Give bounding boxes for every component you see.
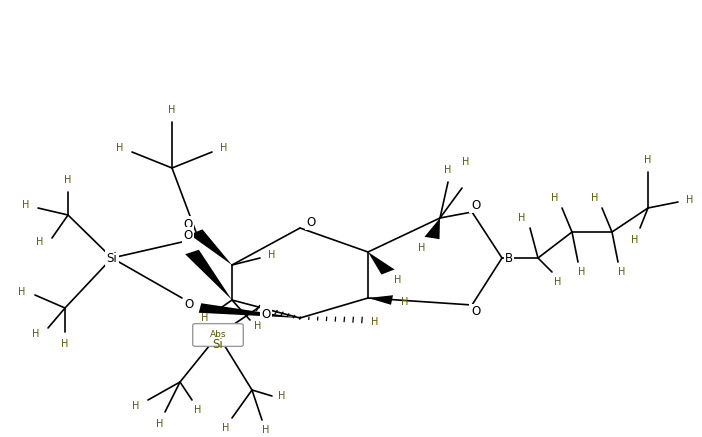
Text: H: H <box>117 143 124 153</box>
Text: O: O <box>185 298 194 312</box>
Text: H: H <box>168 105 176 115</box>
Text: H: H <box>223 423 230 433</box>
Text: O: O <box>183 218 192 231</box>
Polygon shape <box>199 303 300 318</box>
Text: O: O <box>307 216 316 229</box>
Text: H: H <box>132 401 140 411</box>
Text: H: H <box>591 193 599 203</box>
Text: H: H <box>268 250 276 260</box>
Text: H: H <box>418 243 425 253</box>
Text: H: H <box>687 195 694 205</box>
Text: Si: Si <box>107 252 117 264</box>
FancyBboxPatch shape <box>193 324 244 347</box>
Polygon shape <box>190 229 232 265</box>
Text: H: H <box>395 275 402 285</box>
Text: O: O <box>471 198 480 212</box>
Text: H: H <box>278 391 286 401</box>
Text: Si: Si <box>213 338 223 351</box>
Text: H: H <box>220 143 227 153</box>
Text: H: H <box>18 287 26 297</box>
Text: H: H <box>65 175 72 185</box>
Text: H: H <box>201 313 208 323</box>
Text: H: H <box>518 213 526 223</box>
Polygon shape <box>368 295 393 305</box>
Polygon shape <box>425 218 440 239</box>
Text: H: H <box>371 317 378 327</box>
Text: O: O <box>262 308 271 321</box>
Text: O: O <box>183 229 192 242</box>
Text: O: O <box>471 305 480 319</box>
Text: Abs: Abs <box>210 329 226 339</box>
Polygon shape <box>368 252 395 274</box>
Text: H: H <box>555 277 562 287</box>
Text: H: H <box>32 329 40 339</box>
Polygon shape <box>185 250 232 300</box>
Text: H: H <box>37 237 44 247</box>
Text: H: H <box>631 235 639 245</box>
Text: H: H <box>263 425 270 435</box>
Text: H: H <box>618 267 625 277</box>
Text: H: H <box>551 193 559 203</box>
Text: H: H <box>157 419 164 429</box>
Text: H: H <box>254 321 262 331</box>
Text: H: H <box>194 405 201 415</box>
Text: H: H <box>644 155 651 165</box>
Text: H: H <box>578 267 585 277</box>
Text: H: H <box>402 297 409 307</box>
Text: B: B <box>505 252 513 264</box>
Text: H: H <box>463 157 470 167</box>
Text: H: H <box>444 165 451 175</box>
Text: H: H <box>61 339 69 349</box>
Text: H: H <box>22 200 29 210</box>
